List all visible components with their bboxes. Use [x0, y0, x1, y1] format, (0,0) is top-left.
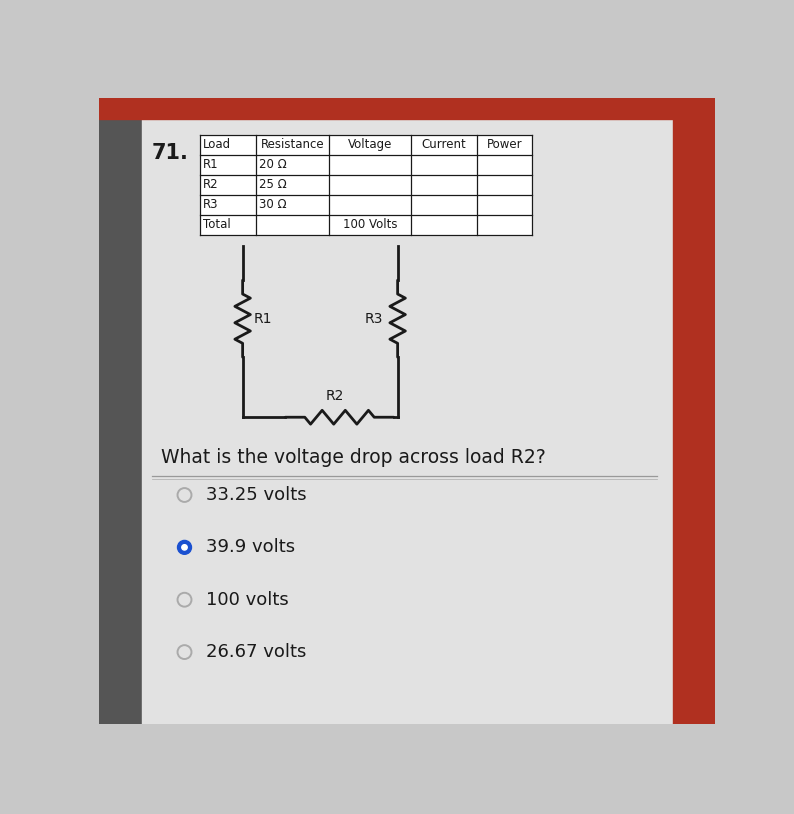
Text: R1: R1: [253, 312, 272, 326]
Text: Current: Current: [422, 138, 466, 151]
Text: R3: R3: [365, 312, 384, 326]
Text: 100 Volts: 100 Volts: [343, 218, 397, 231]
Text: R1: R1: [203, 158, 218, 171]
Bar: [200, 134, 533, 234]
Text: Resistance: Resistance: [260, 138, 325, 151]
Text: R2: R2: [326, 389, 344, 404]
Text: Power: Power: [487, 138, 522, 151]
Text: 25 Ω: 25 Ω: [259, 177, 287, 190]
Text: R2: R2: [203, 177, 218, 190]
Text: 30 Ω: 30 Ω: [259, 198, 287, 211]
Text: 33.25 volts: 33.25 volts: [206, 486, 306, 504]
Text: 71.: 71.: [152, 143, 189, 163]
Text: 100 volts: 100 volts: [206, 591, 289, 609]
Bar: [99, 98, 715, 119]
Bar: [673, 98, 715, 724]
Bar: [99, 98, 142, 724]
Circle shape: [182, 545, 187, 550]
Text: Voltage: Voltage: [348, 138, 392, 151]
Circle shape: [178, 540, 191, 554]
Text: R3: R3: [203, 198, 218, 211]
Text: 20 Ω: 20 Ω: [259, 158, 287, 171]
Text: 39.9 volts: 39.9 volts: [206, 538, 295, 556]
Text: Load: Load: [203, 138, 231, 151]
Text: What is the voltage drop across load R2?: What is the voltage drop across load R2?: [161, 448, 546, 467]
Text: 26.67 volts: 26.67 volts: [206, 643, 306, 661]
Bar: [142, 119, 673, 724]
Text: Total: Total: [203, 218, 231, 231]
